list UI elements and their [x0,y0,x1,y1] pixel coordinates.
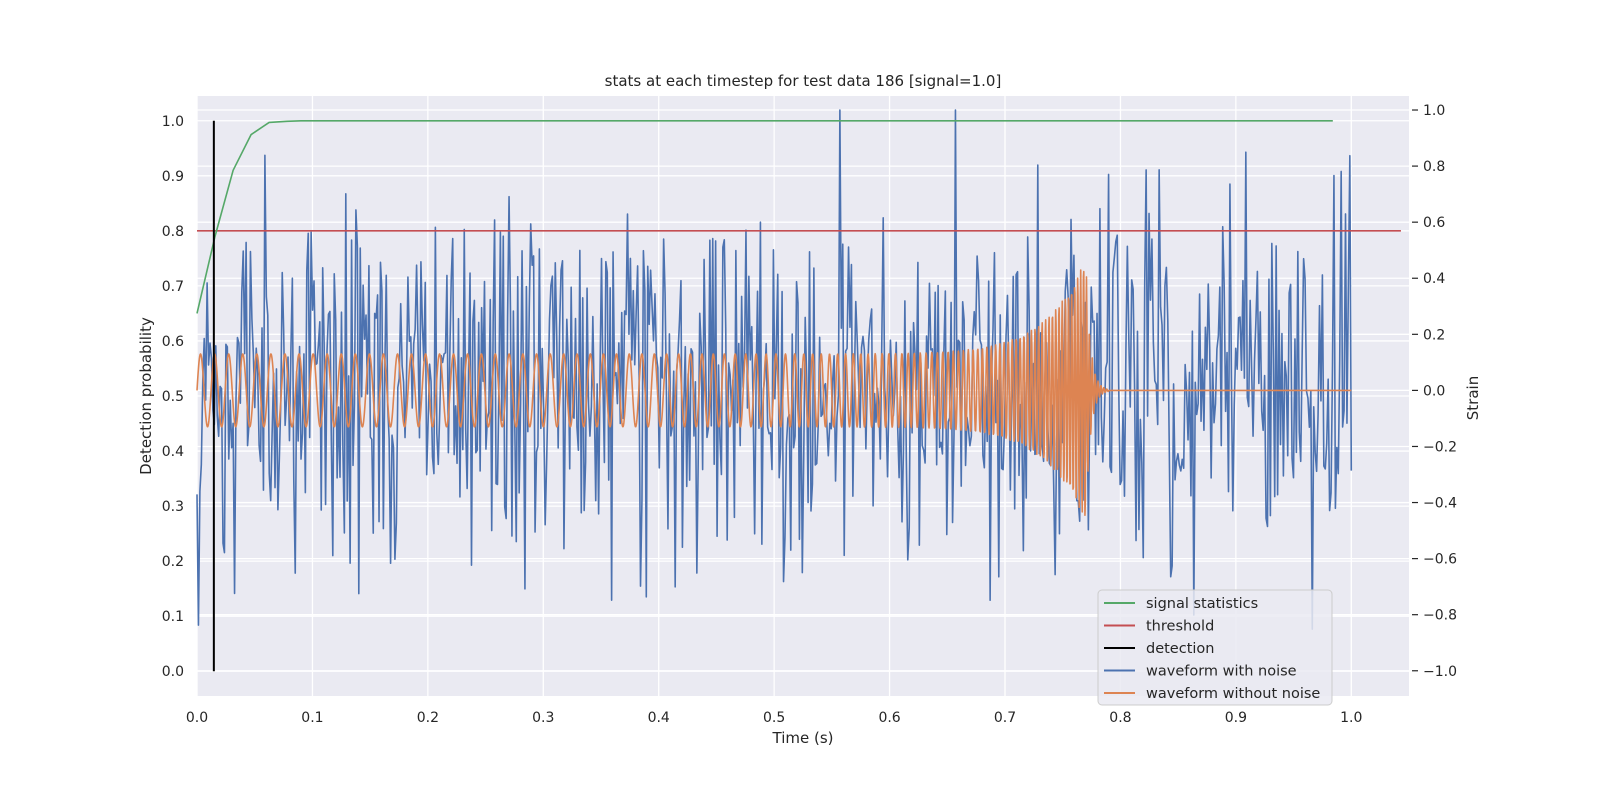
x-tick-label: 0.5 [763,710,785,726]
y-tick-label: 0.5 [162,389,184,405]
y-axis-label: Detection probability [137,317,155,475]
legend-label: waveform with noise [1146,664,1297,680]
y2-tick-label: 1.0 [1423,103,1445,119]
legend-label: signal statistics [1146,596,1258,612]
x-tick-label: 0.6 [878,710,900,726]
legend-label: detection [1146,641,1214,657]
x-tick-label: 0.7 [994,710,1016,726]
x-axis-label: Time (s) [772,729,834,747]
y2-tick-label: −0.2 [1423,439,1457,455]
x-tick-label: 0.8 [1109,710,1131,726]
y2-tick-label: 0.4 [1423,271,1445,287]
y2-tick-label: 0.0 [1423,383,1445,399]
y-tick-label: 0.9 [162,169,184,185]
series-line-signal-statistics [196,119,1333,314]
y2-tick-label: 0.2 [1423,327,1445,343]
y-tick-label: 0.0 [162,664,184,680]
y-tick-label: 0.2 [162,554,184,570]
y2-tick-label: 0.8 [1423,159,1445,175]
x-tick-label: 0.3 [532,710,554,726]
y-tick-label: 0.4 [162,444,184,460]
y-tick-label: 0.1 [162,609,184,625]
x-tick-label: 0.0 [186,710,208,726]
x-tick-label: 0.9 [1225,710,1247,726]
x-tick-label: 1.0 [1340,710,1362,726]
y2-tick-label: 0.6 [1423,215,1445,231]
legend-label: threshold [1146,619,1214,635]
legend-box [1097,589,1333,706]
y2-tick-label: −0.6 [1423,552,1457,568]
series-line-waveform-with-noise [196,109,1353,630]
legend-label: waveform without noise [1146,686,1320,702]
y-tick-label: 1.0 [162,114,184,130]
y-tick-label: 0.3 [162,499,184,515]
ticks-layer: 0.0 0.1 0.2 0.3 0.4 0.5 0.6 0.7 0.8 0.9 1.0 0.0 0.1 0… [162,103,1457,726]
y2-tick-label: −0.4 [1423,496,1457,512]
chart-title: stats at each timestep for test data 186… [605,72,1002,90]
y-tick-label: 0.7 [162,279,184,295]
y2-tick-label: −1.0 [1423,664,1457,680]
x-tick-label: 0.4 [648,710,670,726]
y-tick-label: 0.8 [162,224,184,240]
series-layer [196,109,1401,672]
x-tick-label: 0.1 [301,710,323,726]
legend: signal statistics threshold detection wavef… [1097,589,1333,706]
y2-axis-label: Strain [1464,376,1482,420]
series-line-waveform-without-noise [196,269,1352,517]
y-tick-label: 0.6 [162,334,184,350]
y2-tick-label: −0.8 [1423,608,1457,624]
x-tick-label: 0.2 [417,710,439,726]
